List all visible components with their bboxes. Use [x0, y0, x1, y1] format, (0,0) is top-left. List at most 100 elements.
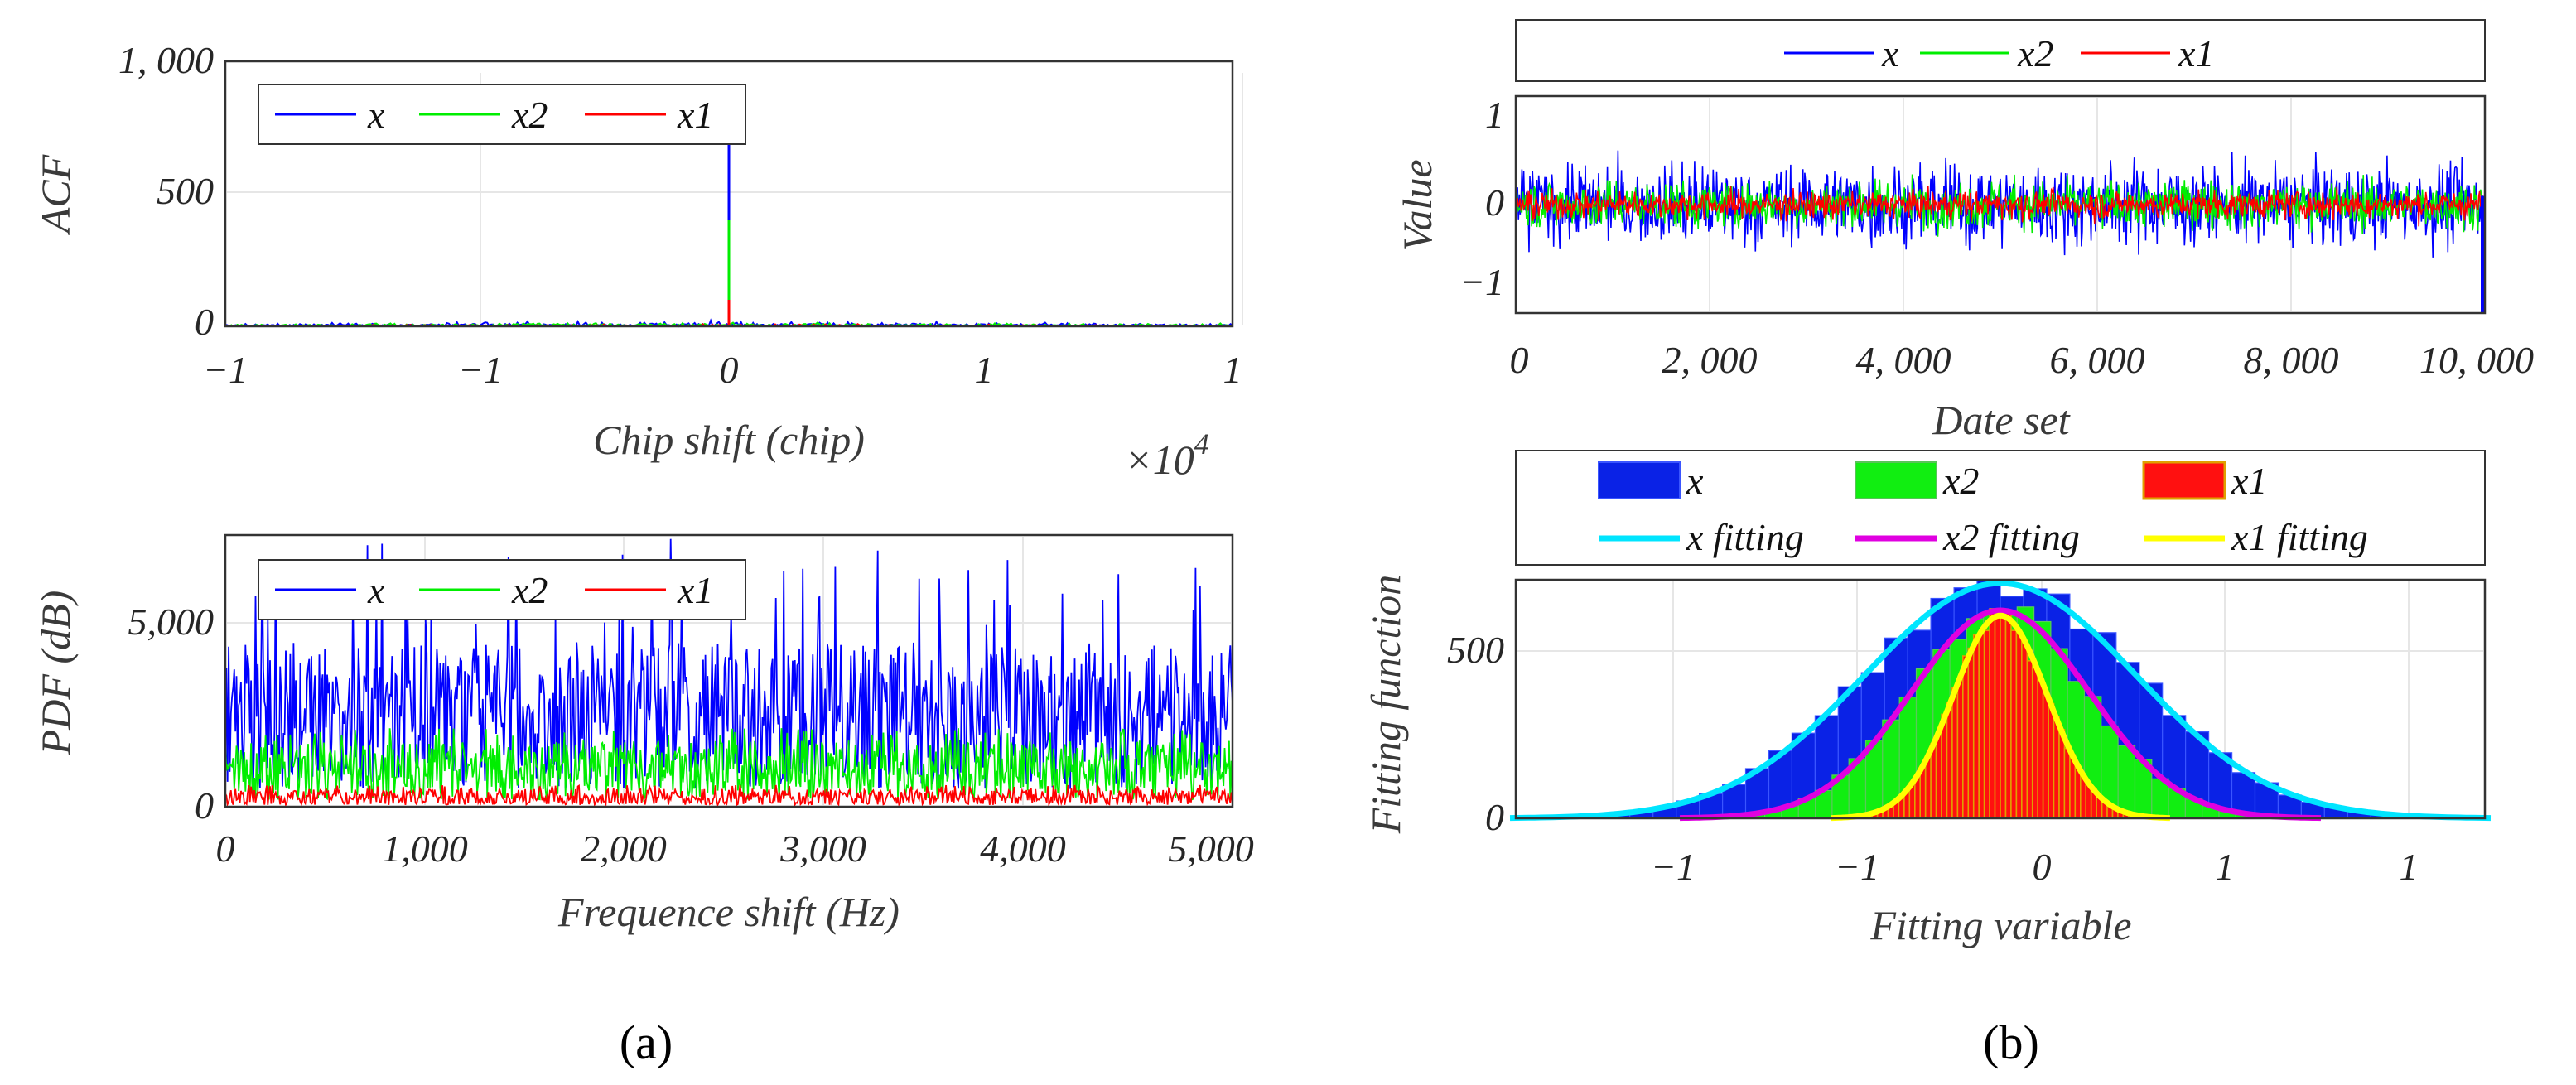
acf-ytick-label: 0: [195, 301, 214, 343]
value-xtick-label: 4, 000: [1856, 339, 1951, 381]
value-legend-label-x2: x2: [2017, 32, 2053, 75]
pdf-legend-label-x1: x1: [677, 569, 713, 611]
pdf-ytick-label: 0: [195, 784, 214, 827]
hist-plot-frame: [1514, 578, 2487, 820]
acf-legend-label-x: x: [367, 94, 385, 136]
hist-bar-x1: [1956, 678, 1964, 819]
acf-xtick-label: −1: [458, 349, 503, 391]
hist-legend-swatch-x: [1598, 461, 1681, 499]
hist-bar-x1: [1983, 629, 1990, 819]
pdf-xtick-label: 3,000: [779, 827, 866, 870]
acf-exponent-base: ×10: [1125, 436, 1194, 483]
acf-xtick-label: 1: [975, 349, 994, 391]
hist-legend-swatch-x1: [2142, 461, 2226, 500]
hist-legend-label-x1-fitting: x1 fitting: [2231, 516, 2368, 558]
pdf-plot-frame: [224, 533, 1234, 808]
acf-x-axis-label: Chip shift (chip): [593, 417, 865, 463]
hist-bar-x1: [2048, 702, 2055, 819]
pdf-y-axis-label: PDF (dB): [32, 591, 79, 756]
hist-bar-x1: [2026, 659, 2033, 819]
acf-chart: 1, 000 500 0 −1 −1 0 1 1 Chip shift (chi…: [32, 39, 1243, 483]
acf-ytick-label: 1, 000: [118, 39, 214, 81]
hist-bar-x1: [1962, 655, 1970, 819]
acf-xtick-label: −1: [203, 349, 248, 391]
hist-bar-x1: [2000, 615, 2007, 819]
pdf-chart: 5,000 0 0 1,000 2,000 3,000 4,000 5,000 …: [32, 533, 1254, 935]
pdf-x-axis-label: Frequence shift (Hz): [557, 889, 900, 935]
hist-bar-x1: [1978, 633, 1985, 819]
hist-bar-x1: [2004, 612, 2012, 819]
pdf-series-x2-line: [224, 728, 1233, 803]
hist-y-axis-label: Fitting function: [1363, 575, 1409, 834]
hist-bar-x1: [2074, 767, 2082, 819]
value-legend-label-x1: x1: [2178, 32, 2214, 75]
value-xtick-label: 2, 000: [1662, 339, 1758, 381]
acf-y-axis-label: ACF: [32, 154, 79, 235]
value-ytick-label: −1: [1459, 261, 1504, 303]
hist-bar-x1: [2015, 630, 2023, 819]
panel-label-b: (b): [1983, 1015, 2039, 1069]
pdf-series-x1-line: [224, 784, 1233, 808]
hist-bar-x1: [2042, 693, 2049, 819]
hist-fit-x-line: [1509, 580, 2492, 822]
hist-bar-x1: [2021, 641, 2028, 819]
hist-bar-x1: [2053, 716, 2060, 819]
acf-exponent-label: ×104: [1125, 427, 1209, 483]
value-xtick-label: 0: [1510, 339, 1529, 381]
hist-bar-x1: [2010, 629, 2018, 819]
value-series-x1-line: [1515, 186, 2486, 227]
hist-bar-x1: [1994, 616, 2001, 819]
hist-bar-x1: [1935, 734, 1942, 819]
pdf-legend-label-x2: x2: [511, 569, 548, 611]
hist-legend-label-x1: x1: [2231, 460, 2267, 502]
acf-ytick-label: 500: [157, 170, 214, 212]
hist-ytick-label: 500: [1447, 629, 1504, 671]
hist-legend: x x2 x1 x fitting x2 fitting x1 fitting: [1515, 450, 2486, 566]
hist-legend-label-x2: x2: [1942, 460, 1979, 502]
acf-legend-label-x2: x2: [511, 94, 548, 136]
value-xtick-label: 8, 000: [2244, 339, 2339, 381]
value-ytick-label: 0: [1485, 181, 1504, 224]
hist-bar-x1: [1989, 608, 1996, 819]
acf-exponent-power: 4: [1194, 427, 1209, 461]
hist-bar-x1: [2037, 679, 2044, 819]
hist-bar-x1: [1924, 755, 1932, 819]
hist-xtick-label: −1: [1651, 846, 1696, 888]
acf-legend: x x2 x1: [258, 84, 746, 145]
hist-legend-label-x2-fitting: x2 fitting: [1942, 516, 2080, 558]
value-legend: x x2 x1: [1515, 19, 2486, 82]
hist-chart: x x2 x1 x fitting x2 fitting x1 fitting …: [1363, 450, 2492, 948]
hist-xtick-label: 1: [2216, 846, 2235, 888]
pdf-xtick-label: 2,000: [581, 827, 667, 870]
value-ytick-label: 1: [1485, 94, 1504, 136]
value-series-x-line: [1515, 150, 2486, 258]
pdf-legend-label-x: x: [367, 569, 385, 611]
value-y-axis-label: Value: [1394, 159, 1440, 251]
hist-bar-x1: [1967, 647, 1975, 819]
acf-xtick-label: 1: [1223, 349, 1242, 391]
hist-xtick-label: 1: [2400, 846, 2419, 888]
hist-bar-x1: [1972, 634, 1980, 819]
value-legend-box: [1515, 19, 2486, 82]
hist-bar-x1: [2063, 747, 2071, 819]
acf-xtick-label: 0: [720, 349, 739, 391]
hist-xtick-label: −1: [1835, 846, 1879, 888]
hist-bar-x1: [2031, 666, 2038, 819]
value-legend-label-x: x: [1881, 32, 1899, 75]
hist-legend-swatch-x2: [1855, 461, 1937, 499]
value-chart: x x2 x1 1 0 −1 0 2, 000 4, 000 6, 000 8,…: [1394, 19, 2534, 443]
hist-legend-label-x: x: [1686, 460, 1704, 502]
pdf-xtick-label: 5,000: [1168, 827, 1254, 870]
value-xtick-label: 10, 000: [2419, 339, 2534, 381]
hist-ytick-label: 0: [1485, 796, 1504, 838]
hist-fit-x1-line: [1830, 612, 2171, 822]
pdf-xtick-label: 0: [216, 827, 235, 870]
value-plot-frame: [1514, 94, 2487, 315]
pdf-legend: x x2 x1: [258, 559, 746, 620]
pdf-xtick-label: 1,000: [382, 827, 468, 870]
acf-plot-frame: [224, 60, 1234, 328]
hist-legend-label-x-fitting: x fitting: [1686, 516, 1804, 558]
panel-label-a: (a): [620, 1015, 673, 1069]
pdf-xtick-label: 4,000: [980, 827, 1066, 870]
